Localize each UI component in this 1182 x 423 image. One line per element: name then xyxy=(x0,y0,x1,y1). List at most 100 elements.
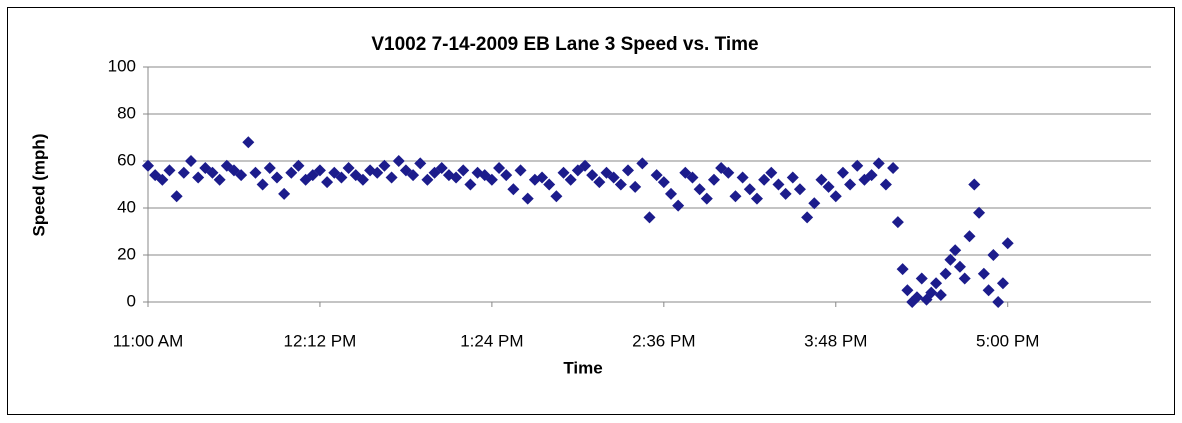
x-tick-label: 5:00 PM xyxy=(976,331,1039,350)
point xyxy=(963,230,976,243)
point xyxy=(543,178,556,191)
chart-border xyxy=(7,7,1175,415)
point xyxy=(891,216,904,229)
y-axis-label: Speed (mph) xyxy=(29,134,48,237)
point xyxy=(249,166,262,179)
point xyxy=(793,183,806,196)
point xyxy=(593,176,606,189)
point xyxy=(743,183,756,196)
x-tick-label: 1:24 PM xyxy=(460,331,523,350)
point xyxy=(801,211,814,224)
point xyxy=(313,164,326,177)
point xyxy=(536,171,549,184)
point xyxy=(235,169,248,182)
point xyxy=(177,166,190,179)
point xyxy=(939,267,952,280)
point xyxy=(213,173,226,186)
point xyxy=(184,155,197,167)
x-tick-label: 11:00 AM xyxy=(113,331,184,350)
point xyxy=(550,190,563,203)
point xyxy=(700,192,713,205)
y-tick-label: 80 xyxy=(117,103,136,122)
point xyxy=(736,171,749,184)
point xyxy=(851,159,864,172)
point xyxy=(765,166,778,179)
y-tick-label: 0 xyxy=(127,291,136,310)
point xyxy=(335,171,348,184)
point xyxy=(622,164,635,177)
point xyxy=(292,159,305,172)
point xyxy=(371,166,384,179)
x-tick-label: 2:36 PM xyxy=(632,331,695,350)
point xyxy=(414,157,427,170)
y-tick-label: 100 xyxy=(108,56,136,75)
point xyxy=(982,284,995,297)
y-tick-label: 20 xyxy=(117,244,136,263)
point xyxy=(672,199,685,212)
point xyxy=(729,190,742,203)
point xyxy=(421,173,434,186)
point xyxy=(930,277,943,290)
point xyxy=(1001,237,1014,250)
point xyxy=(779,187,792,200)
point xyxy=(944,253,957,266)
y-tick-label: 60 xyxy=(117,150,136,169)
point xyxy=(750,192,763,205)
point xyxy=(564,173,577,186)
point xyxy=(514,164,527,177)
point xyxy=(925,286,938,299)
point xyxy=(686,171,699,184)
point xyxy=(844,178,857,191)
point xyxy=(949,244,962,257)
point xyxy=(170,190,183,203)
point xyxy=(629,180,642,193)
point xyxy=(493,162,506,175)
point xyxy=(786,171,799,184)
point xyxy=(901,284,914,297)
point xyxy=(500,169,513,182)
point xyxy=(836,166,849,179)
point xyxy=(464,178,477,191)
point xyxy=(992,296,1005,308)
point xyxy=(958,272,971,285)
point xyxy=(664,187,677,200)
point xyxy=(987,249,1000,261)
point xyxy=(557,166,570,179)
point xyxy=(693,183,706,196)
x-axis-label: Time xyxy=(563,358,602,377)
point xyxy=(896,263,909,276)
point xyxy=(435,162,448,175)
point xyxy=(321,176,334,189)
point xyxy=(643,211,656,224)
point xyxy=(872,157,885,170)
point xyxy=(407,169,420,182)
point xyxy=(342,162,355,175)
x-tick-label: 12:12 PM xyxy=(284,331,357,350)
point xyxy=(607,171,620,184)
point xyxy=(879,178,892,191)
point xyxy=(163,164,176,177)
point xyxy=(278,187,291,200)
point xyxy=(772,178,785,191)
point xyxy=(356,173,369,186)
point xyxy=(206,166,219,179)
point xyxy=(521,192,534,205)
point xyxy=(263,162,276,175)
point xyxy=(586,169,599,182)
point xyxy=(934,288,947,301)
point xyxy=(910,291,923,304)
point xyxy=(707,173,720,186)
point xyxy=(385,171,398,184)
point xyxy=(822,180,835,193)
point xyxy=(829,190,842,203)
chart-title: V1002 7-14-2009 EB Lane 3 Speed vs. Time xyxy=(371,34,758,55)
point xyxy=(722,166,735,179)
point xyxy=(973,206,986,219)
point xyxy=(142,159,154,172)
point xyxy=(392,155,405,167)
point xyxy=(996,277,1009,290)
point xyxy=(953,260,966,273)
point xyxy=(758,173,771,186)
point xyxy=(270,171,283,184)
